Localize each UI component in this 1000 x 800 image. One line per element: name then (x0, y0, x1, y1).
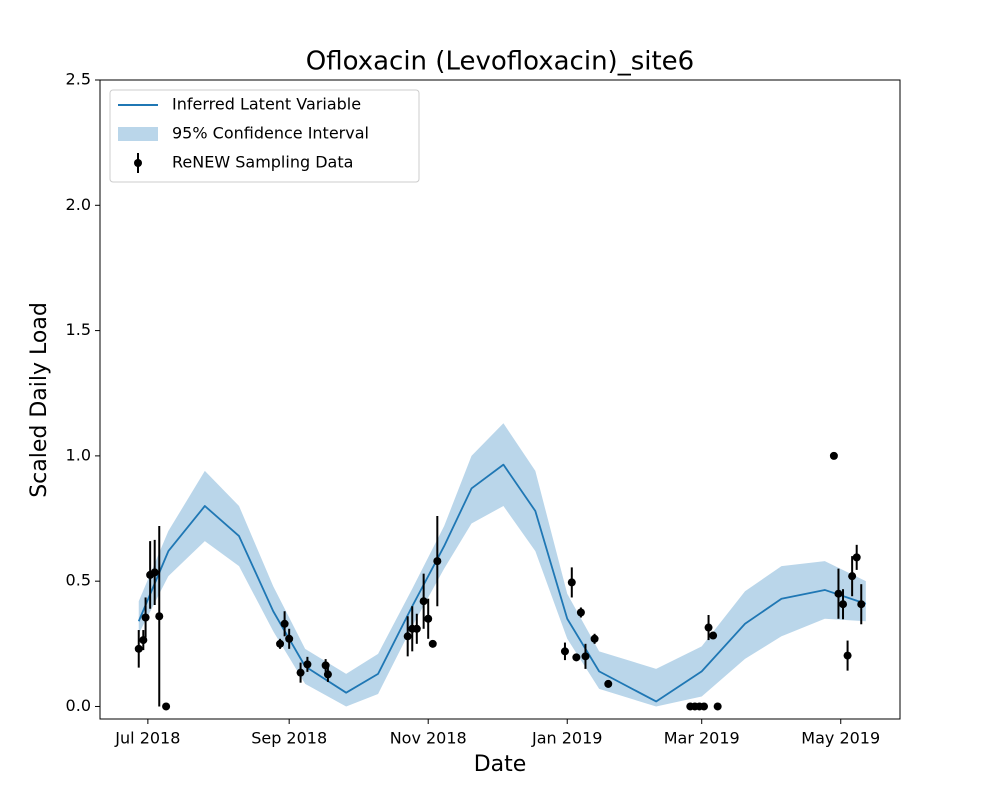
data-point (713, 702, 722, 711)
chart-title: Ofloxacin (Levofloxacin)_site6 (306, 47, 694, 77)
y-tick-label: 0.5 (66, 571, 91, 590)
data-point (576, 608, 585, 617)
data-point (433, 557, 442, 566)
data-point (709, 631, 718, 640)
confidence-band (138, 423, 866, 707)
y-tick-label: 1.5 (66, 320, 91, 339)
data-point (296, 668, 305, 677)
legend-label: Inferred Latent Variable (172, 95, 361, 114)
data-point (419, 597, 428, 606)
legend: Inferred Latent Variable 95% Confidence I… (109, 89, 420, 183)
data-point (839, 600, 848, 609)
data-point (848, 572, 857, 581)
data-point (590, 634, 599, 643)
data-point (572, 653, 581, 662)
data-point (162, 702, 171, 711)
y-tick-label: 2.0 (66, 195, 91, 214)
legend-marker (134, 159, 142, 167)
data-point (581, 652, 590, 661)
axes-frame (99, 79, 901, 720)
data-point (276, 639, 285, 648)
x-axis-label: Date (474, 752, 527, 777)
y-axis-label: Scaled Daily Load (27, 302, 52, 498)
data-point (843, 651, 852, 660)
data-point (403, 632, 412, 641)
x-tick-label: Nov 2018 (390, 729, 467, 748)
data-point (141, 613, 150, 622)
data-point (412, 624, 421, 633)
plot-area (134, 423, 867, 711)
data-point (285, 634, 294, 643)
legend-label: 95% Confidence Interval (172, 124, 369, 143)
data-point (428, 639, 437, 648)
data-point (604, 679, 613, 688)
y-tick-label: 2.5 (66, 70, 91, 89)
y-tick-label: 1.0 (66, 445, 91, 464)
data-point (155, 612, 164, 621)
data-point (323, 670, 332, 679)
data-point (134, 644, 143, 653)
legend-label: ReNEW Sampling Data (172, 153, 353, 172)
x-tick-label: Jul 2018 (114, 729, 180, 748)
data-point (834, 589, 843, 598)
data-point (852, 553, 861, 562)
data-point (424, 614, 433, 623)
data-point (150, 568, 159, 577)
legend-box (109, 89, 420, 183)
x-tick-label: Sep 2018 (251, 729, 327, 748)
x-tick-label: Mar 2019 (664, 729, 740, 748)
data-point (139, 636, 148, 645)
data-point (704, 623, 713, 632)
data-point (303, 660, 312, 669)
legend-patch (118, 127, 158, 141)
x-tick-label: Jan 2019 (531, 729, 602, 748)
latent-line (137, 463, 867, 703)
data-point (857, 600, 866, 609)
data-point (829, 451, 838, 460)
y-tick-label: 0.0 (66, 696, 91, 715)
data-point (699, 702, 708, 711)
data-point (280, 619, 289, 628)
x-tick-label: May 2019 (801, 729, 880, 748)
data-point (567, 578, 576, 587)
data-point (560, 647, 569, 656)
